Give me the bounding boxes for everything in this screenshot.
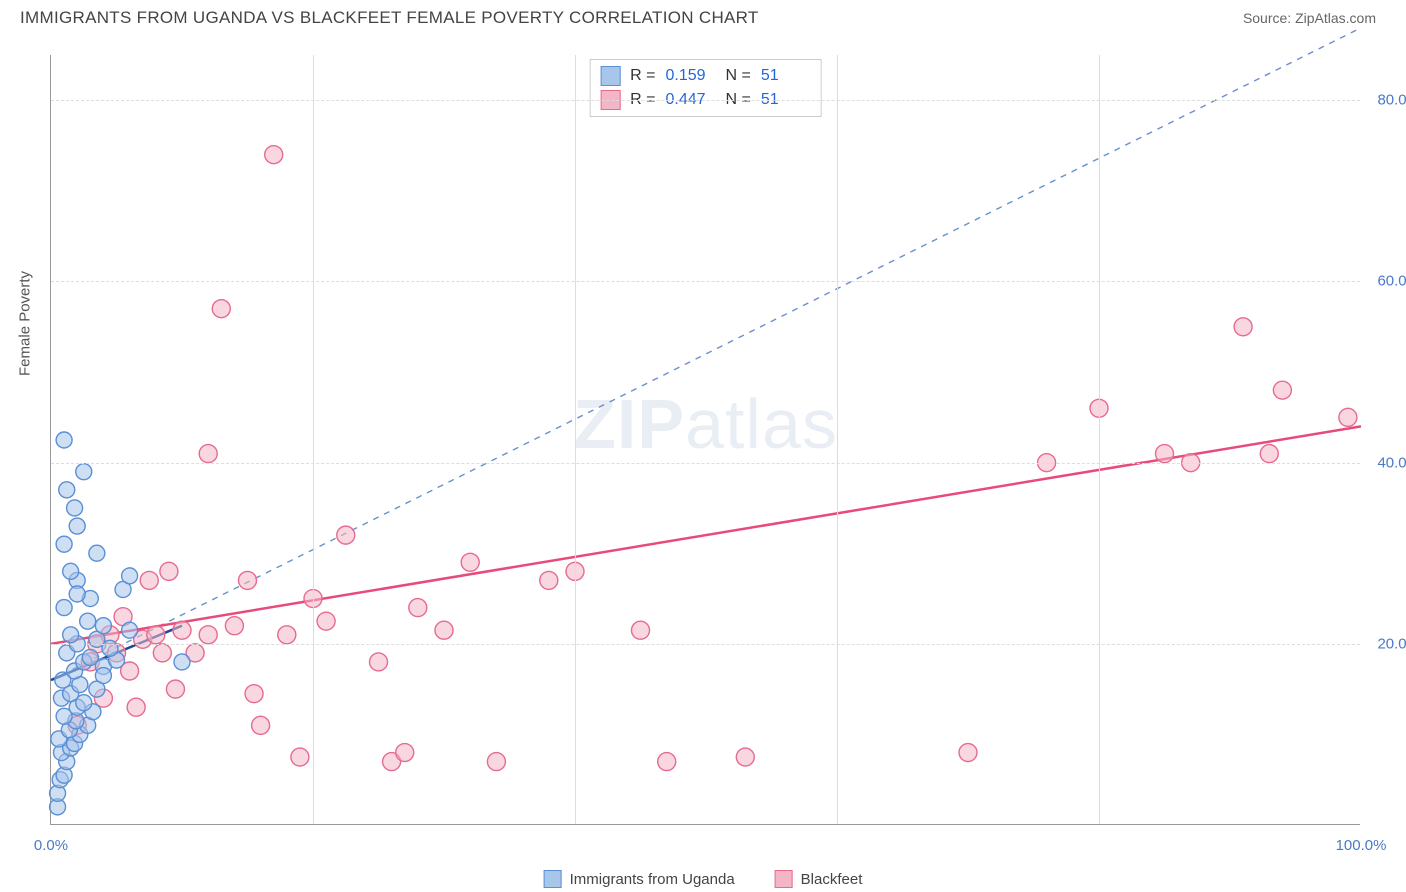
scatter-point-blackfeet <box>540 571 558 589</box>
r-value-uganda: 0.159 <box>666 67 716 85</box>
scatter-point-uganda <box>56 432 72 448</box>
scatter-point-blackfeet <box>632 621 650 639</box>
scatter-point-blackfeet <box>278 626 296 644</box>
gridline-v <box>575 55 576 824</box>
source-attribution: Source: ZipAtlas.com <box>1243 10 1376 26</box>
scatter-point-uganda <box>63 563 79 579</box>
x-tick-label: 0.0% <box>34 837 68 854</box>
y-tick-label: 60.0% <box>1365 273 1406 290</box>
scatter-point-blackfeet <box>1156 445 1174 463</box>
scatter-point-uganda <box>67 500 83 516</box>
scatter-point-blackfeet <box>736 748 754 766</box>
scatter-point-blackfeet <box>1273 381 1291 399</box>
chart-title: IMMIGRANTS FROM UGANDA VS BLACKFEET FEMA… <box>20 8 759 28</box>
scatter-point-blackfeet <box>140 571 158 589</box>
scatter-point-blackfeet <box>396 744 414 762</box>
scatter-point-blackfeet <box>252 716 270 734</box>
chart-plot-area: ZIPatlas R = 0.159 N = 51 R = 0.447 N = … <box>50 55 1360 825</box>
scatter-point-blackfeet <box>337 526 355 544</box>
scatter-point-blackfeet <box>199 445 217 463</box>
scatter-point-blackfeet <box>487 753 505 771</box>
scatter-point-uganda <box>122 622 138 638</box>
scatter-point-blackfeet <box>291 748 309 766</box>
scatter-point-blackfeet <box>147 626 165 644</box>
gridline-v <box>1099 55 1100 824</box>
legend-item-uganda: Immigrants from Uganda <box>544 870 735 888</box>
scatter-point-blackfeet <box>225 617 243 635</box>
gridline-h <box>51 100 1360 101</box>
scatter-point-uganda <box>59 482 75 498</box>
scatter-point-blackfeet <box>1260 445 1278 463</box>
gridline-h <box>51 281 1360 282</box>
scatter-point-blackfeet <box>409 599 427 617</box>
scatter-point-uganda <box>63 627 79 643</box>
legend-label-uganda: Immigrants from Uganda <box>570 871 735 888</box>
legend-swatch-uganda <box>544 870 562 888</box>
scatter-point-uganda <box>76 464 92 480</box>
scatter-point-blackfeet <box>199 626 217 644</box>
y-tick-label: 80.0% <box>1365 92 1406 109</box>
gridline-v <box>837 55 838 824</box>
scatter-point-blackfeet <box>461 553 479 571</box>
scatter-point-blackfeet <box>265 146 283 164</box>
y-tick-label: 20.0% <box>1365 635 1406 652</box>
scatter-point-blackfeet <box>166 680 184 698</box>
scatter-point-uganda <box>56 536 72 552</box>
gridline-h <box>51 463 1360 464</box>
scatter-point-blackfeet <box>317 612 335 630</box>
scatter-point-uganda <box>69 518 85 534</box>
scatter-point-uganda <box>95 618 111 634</box>
n-value-uganda: 51 <box>761 67 811 85</box>
x-axis-legend: Immigrants from Uganda Blackfeet <box>544 870 863 888</box>
scatter-point-blackfeet <box>127 698 145 716</box>
scatter-plot-svg <box>51 55 1360 824</box>
y-tick-label: 40.0% <box>1365 454 1406 471</box>
stats-row-uganda: R = 0.159 N = 51 <box>600 64 811 88</box>
scatter-point-uganda <box>89 545 105 561</box>
scatter-point-uganda <box>56 600 72 616</box>
legend-swatch-blackfeet <box>775 870 793 888</box>
scatter-point-blackfeet <box>173 621 191 639</box>
scatter-point-uganda <box>122 568 138 584</box>
scatter-point-blackfeet <box>212 300 230 318</box>
scatter-point-uganda <box>95 668 111 684</box>
y-axis-title: Female Poverty <box>17 271 34 376</box>
scatter-point-blackfeet <box>153 644 171 662</box>
stats-swatch-uganda <box>600 66 620 86</box>
scatter-point-blackfeet <box>435 621 453 639</box>
scatter-point-uganda <box>80 613 96 629</box>
legend-label-blackfeet: Blackfeet <box>801 871 863 888</box>
correlation-stats-box: R = 0.159 N = 51 R = 0.447 N = 51 <box>589 59 822 117</box>
scatter-point-blackfeet <box>1234 318 1252 336</box>
scatter-point-blackfeet <box>1339 408 1357 426</box>
scatter-point-blackfeet <box>160 562 178 580</box>
scatter-point-blackfeet <box>239 571 257 589</box>
legend-item-blackfeet: Blackfeet <box>775 870 863 888</box>
scatter-point-blackfeet <box>959 744 977 762</box>
scatter-point-blackfeet <box>245 685 263 703</box>
scatter-point-blackfeet <box>658 753 676 771</box>
scatter-point-uganda <box>174 654 190 670</box>
scatter-point-uganda <box>69 586 85 602</box>
scatter-point-uganda <box>82 649 98 665</box>
x-tick-label: 100.0% <box>1336 837 1387 854</box>
scatter-point-blackfeet <box>370 653 388 671</box>
gridline-h <box>51 644 1360 645</box>
gridline-v <box>313 55 314 824</box>
